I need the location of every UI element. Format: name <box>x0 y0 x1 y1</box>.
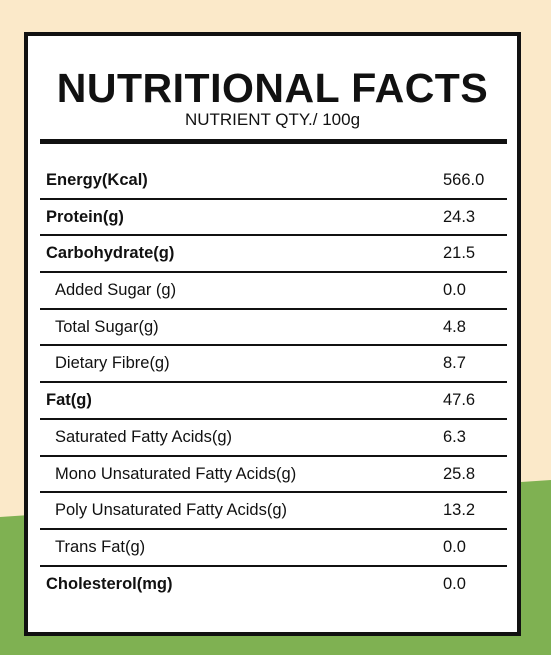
nutrient-value: 25.8 <box>443 464 476 483</box>
table-row: Trans Fat(g) 0.0 <box>40 530 507 567</box>
table-row: Fat(g) 47.6 <box>40 383 507 420</box>
nutrient-value: 4.8 <box>443 317 466 336</box>
page-subtitle: NUTRIENT QTY./ 100g <box>184 110 361 129</box>
nutrient-label: Mono Unsaturated Fatty Acids(g) <box>55 464 297 483</box>
nutrient-value: 0.0 <box>443 281 466 300</box>
table-row: Protein(g) 24.3 <box>40 200 507 237</box>
nutrient-value: 21.5 <box>443 244 476 263</box>
nutrient-label: Carbohydrate(g) <box>46 244 175 263</box>
nutrient-label: Protein(g) <box>46 207 124 226</box>
nutrient-value: 24.3 <box>443 207 476 226</box>
page-title: NUTRITIONAL FACTS <box>56 65 489 111</box>
nutrient-value: 13.2 <box>443 501 476 520</box>
table-row: Cholesterol(mg) 0.0 <box>40 567 507 604</box>
nutrition-facts-panel: NUTRITIONAL FACTS NUTRIENT QTY./ 100g En… <box>24 32 521 636</box>
table-row: Dietary Fibre(g) 8.7 <box>40 346 507 384</box>
nutrient-label: Cholesterol(mg) <box>46 574 173 593</box>
nutrient-label: Poly Unsaturated Fatty Acids(g) <box>55 501 288 520</box>
table-row: Total Sugar(g) 4.8 <box>40 310 507 347</box>
nutrient-label: Trans Fat(g) <box>55 537 146 556</box>
header-divider <box>40 139 507 144</box>
nutrient-label: Total Sugar(g) <box>55 317 159 336</box>
nutrient-value: 6.3 <box>443 427 466 446</box>
table-row: Added Sugar (g) 0.0 <box>40 273 507 310</box>
nutrient-label: Added Sugar (g) <box>55 281 177 300</box>
nutrient-value: 0.0 <box>443 537 466 556</box>
table-row: Energy(Kcal) 566.0 <box>40 163 507 200</box>
nutrient-label: Saturated Fatty Acids(g) <box>55 427 232 446</box>
table-row: Saturated Fatty Acids(g) 6.3 <box>40 420 507 457</box>
table-row: Mono Unsaturated Fatty Acids(g) 25.8 <box>40 457 507 494</box>
nutrient-value: 0.0 <box>443 574 466 593</box>
nutrient-value: 47.6 <box>443 391 476 410</box>
nutrient-label: Fat(g) <box>46 391 92 410</box>
nutrient-label: Dietary Fibre(g) <box>55 354 170 373</box>
nutrient-label: Energy(Kcal) <box>46 171 148 189</box>
nutrient-value: 8.7 <box>443 354 466 373</box>
nutrient-table: Energy(Kcal) 566.0 Protein(g) 24.3 Carbohydr… <box>40 163 507 603</box>
nutrient-value: 566.0 <box>443 171 485 189</box>
table-row: Carbohydrate(g) 21.5 <box>40 236 507 274</box>
table-row: Poly Unsaturated Fatty Acids(g) 13.2 <box>40 493 507 530</box>
